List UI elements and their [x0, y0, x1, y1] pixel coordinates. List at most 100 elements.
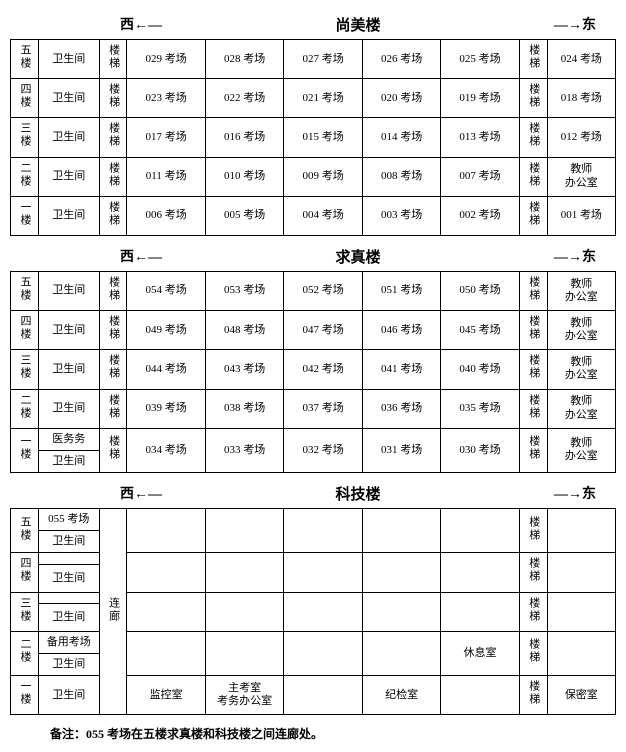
- office-label: 教师 办公室: [547, 271, 615, 310]
- table-row: 四楼卫生间楼梯023 考场022 考场021 考场020 考场019 考场楼梯0…: [11, 79, 616, 118]
- cell: [441, 553, 519, 592]
- exam-cell: 041 考场: [362, 350, 440, 389]
- stair-label: 楼梯: [519, 389, 547, 428]
- exam-cell: 007 考场: [441, 157, 519, 196]
- west-label: 西←—: [120, 483, 162, 504]
- table-row: 一楼卫生间楼梯006 考场005 考场004 考场003 考场002 考场楼梯0…: [11, 196, 616, 235]
- building3-header: 西←— 科技楼 —→东: [10, 479, 616, 508]
- building3-name: 科技楼: [335, 483, 380, 504]
- stair-label: 楼梯: [519, 311, 547, 350]
- cell: [205, 631, 283, 675]
- exam-cell: 009 考场: [284, 157, 362, 196]
- wc-label: 卫生间: [38, 79, 99, 118]
- corridor-label: 连廊: [99, 509, 127, 715]
- stair-label: 楼梯: [99, 350, 127, 389]
- wc-label: 卫生间: [38, 654, 99, 676]
- exam-cell: 038 考场: [205, 389, 283, 428]
- east-label: —→东: [554, 246, 596, 267]
- exam-cell: 032 考场: [284, 428, 362, 472]
- chief-label: 主考室 考务办公室: [205, 676, 283, 715]
- east-label: —→东: [554, 483, 596, 504]
- exam-cell: 003 考场: [362, 196, 440, 235]
- last-cell: 012 考场: [547, 118, 615, 157]
- cell: 055 考场: [38, 509, 99, 531]
- building2-header: 西←— 求真楼 —→东: [10, 242, 616, 271]
- exam-cell: 029 考场: [127, 40, 205, 79]
- exam-cell: 025 考场: [441, 40, 519, 79]
- cell: [284, 631, 362, 675]
- stair-label: 楼梯: [99, 428, 127, 472]
- cell: [362, 553, 440, 592]
- floor-label: 四楼: [11, 311, 39, 350]
- cell: [362, 592, 440, 631]
- table-row: 一楼医务务楼梯034 考场033 考场032 考场031 考场030 考场楼梯教…: [11, 428, 616, 450]
- exam-cell: 049 考场: [127, 311, 205, 350]
- exam-cell: 023 考场: [127, 79, 205, 118]
- exam-cell: 019 考场: [441, 79, 519, 118]
- exam-cell: 028 考场: [205, 40, 283, 79]
- wc-label: 卫生间: [38, 196, 99, 235]
- last-cell: 001 考场: [547, 196, 615, 235]
- exam-cell: 046 考场: [362, 311, 440, 350]
- exam-cell: 030 考场: [441, 428, 519, 472]
- floor-label: 五楼: [11, 509, 39, 553]
- cell: [441, 676, 519, 715]
- cell: [38, 553, 99, 564]
- stair-label: 楼梯: [519, 79, 547, 118]
- exam-cell: 020 考场: [362, 79, 440, 118]
- stair-label: 楼梯: [99, 389, 127, 428]
- floor-label: 一楼: [11, 676, 39, 715]
- spare-label: 备用考场: [38, 631, 99, 653]
- cell: [362, 509, 440, 553]
- floor-label: 二楼: [11, 631, 39, 675]
- discipline-label: 纪检室: [362, 676, 440, 715]
- exam-cell: 011 考场: [127, 157, 205, 196]
- building3-table: 五楼 055 考场 连廊 楼梯 卫生间 四楼 楼梯 卫生间 三楼 楼梯 卫生间 …: [10, 508, 616, 715]
- footnote: 备注：055 考场在五楼求真楼和科技楼之间连廊处。: [10, 721, 616, 742]
- cell: [205, 553, 283, 592]
- floor-label: 一楼: [11, 428, 39, 472]
- cell: [127, 553, 205, 592]
- exam-cell: 010 考场: [205, 157, 283, 196]
- cell: [127, 631, 205, 675]
- floor-label: 三楼: [11, 118, 39, 157]
- exam-cell: 033 考场: [205, 428, 283, 472]
- exam-cell: 031 考场: [362, 428, 440, 472]
- stair-label: 楼梯: [99, 79, 127, 118]
- wc-label: 卫生间: [38, 350, 99, 389]
- east-label: —→东: [554, 14, 596, 35]
- exam-cell: 016 考场: [205, 118, 283, 157]
- table-row: 三楼卫生间楼梯017 考场016 考场015 考场014 考场013 考场楼梯0…: [11, 118, 616, 157]
- cell: [284, 592, 362, 631]
- exam-cell: 006 考场: [127, 196, 205, 235]
- wc-label: 卫生间: [38, 676, 99, 715]
- wc-label: 卫生间: [38, 311, 99, 350]
- exam-cell: 050 考场: [441, 271, 519, 310]
- exam-cell: 052 考场: [284, 271, 362, 310]
- table-row: 五楼卫生间楼梯054 考场053 考场052 考场051 考场050 考场楼梯教…: [11, 271, 616, 310]
- secret-label: 保密室: [547, 676, 615, 715]
- stair-label: 楼梯: [519, 428, 547, 472]
- wc-label: 卫生间: [38, 118, 99, 157]
- table-row: 二楼卫生间楼梯011 考场010 考场009 考场008 考场007 考场楼梯教…: [11, 157, 616, 196]
- floor-label: 四楼: [11, 79, 39, 118]
- cell: [547, 592, 615, 631]
- wc-label: 卫生间: [38, 157, 99, 196]
- office-label: 教师 办公室: [547, 350, 615, 389]
- floor-label: 四楼: [11, 553, 39, 592]
- stair-label: 楼梯: [99, 118, 127, 157]
- cell: [127, 592, 205, 631]
- office-label: 教师 办公室: [547, 389, 615, 428]
- stair-label: 楼梯: [99, 311, 127, 350]
- west-label: 西←—: [120, 14, 162, 35]
- exam-cell: 021 考场: [284, 79, 362, 118]
- wc-label: 卫生间: [38, 531, 99, 553]
- exam-cell: 022 考场: [205, 79, 283, 118]
- stair-label: 楼梯: [519, 40, 547, 79]
- exam-cell: 026 考场: [362, 40, 440, 79]
- table-row: 四楼卫生间楼梯049 考场048 考场047 考场046 考场045 考场楼梯教…: [11, 311, 616, 350]
- stair-label: 楼梯: [99, 271, 127, 310]
- exam-cell: 047 考场: [284, 311, 362, 350]
- exam-cell: 015 考场: [284, 118, 362, 157]
- exam-cell: 005 考场: [205, 196, 283, 235]
